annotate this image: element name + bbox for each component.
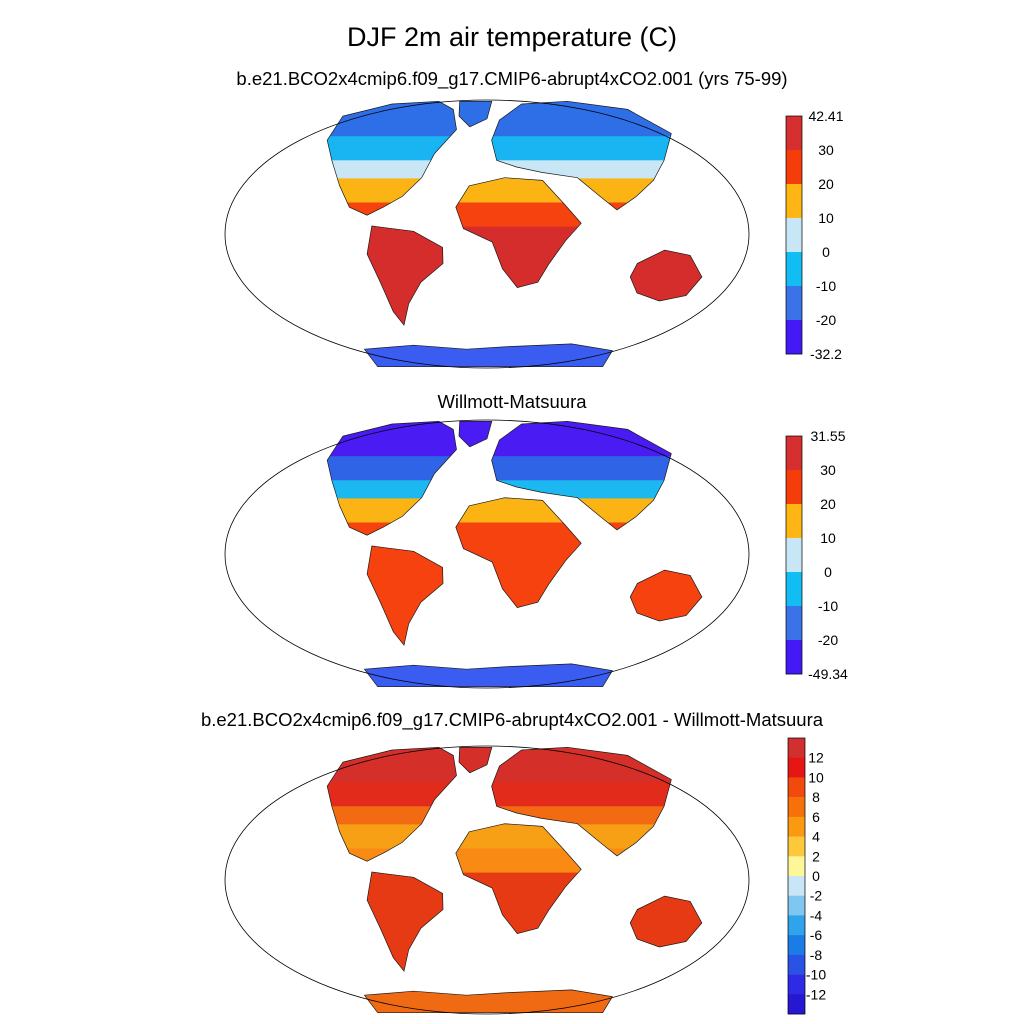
- colorbar-tick-label: -20: [816, 312, 836, 328]
- colorbar-tick-label: 30: [818, 142, 834, 158]
- map-panel-3: [224, 745, 750, 1015]
- colorbar-swatch: [788, 856, 805, 877]
- colorbar-tick-label: 8: [812, 789, 820, 805]
- colorbar-tick-label: -49.34: [808, 666, 848, 682]
- land-fill-2: [327, 421, 702, 687]
- colorbar-swatch: [786, 116, 802, 151]
- colorbar-swatch: [788, 876, 805, 896]
- colorbar-swatch: [788, 915, 805, 936]
- coastline-africa: [455, 497, 582, 608]
- colorbar-tick-label: 20: [820, 496, 836, 512]
- colorbar-tick-label: -20: [818, 632, 838, 648]
- colorbar-swatch: [786, 320, 802, 355]
- colorbar-tick-label: -4: [810, 907, 823, 923]
- coastline-southAmerica: [366, 225, 444, 326]
- colorbar-swatch: [786, 572, 802, 607]
- colorbar-swatch: [788, 836, 805, 857]
- colorbar-swatch: [788, 954, 805, 975]
- colorbar-swatch: [786, 640, 802, 675]
- colorbar-swatch: [788, 994, 805, 1015]
- colorbar-swatch: [786, 252, 802, 287]
- colorbar-tick-label: -32.2: [810, 346, 842, 362]
- land-fill-1: [327, 101, 702, 367]
- colorbar-swatch: [786, 504, 802, 539]
- colorbar-tick-label: 12: [808, 750, 824, 766]
- coastline-greenland: [458, 420, 493, 448]
- panel-1-title: b.e21.BCO2x4cmip6.f09_g17.CMIP6-abrupt4x…: [236, 68, 788, 89]
- colorbar-swatch: [786, 606, 802, 641]
- colorbar-swatch: [788, 935, 805, 956]
- colorbar-swatch: [788, 895, 805, 916]
- colorbar-tick-label: -6: [810, 927, 823, 943]
- coastline-greenland: [458, 100, 493, 128]
- coastline-australia: [629, 895, 703, 948]
- coastline-euroAsia: [491, 746, 672, 857]
- map-border-2: [224, 419, 750, 689]
- colorbar-tick-label: 42.41: [808, 108, 843, 124]
- colorbar-tick-label: 0: [822, 244, 830, 260]
- panel-2-title: Willmott-Matsuura: [437, 391, 587, 412]
- coastline-euroAsia: [491, 420, 672, 531]
- colorbar-swatch: [788, 797, 805, 818]
- colorbar-tick-label: 10: [818, 210, 834, 226]
- coastline-northAmerica: [326, 420, 457, 536]
- coastline-greenland: [458, 746, 493, 774]
- colorbar-tick-label: 10: [820, 530, 836, 546]
- colorbar-swatch: [786, 436, 802, 471]
- colorbar-swatch: [788, 777, 805, 798]
- colorbar-tick-label: -8: [810, 947, 823, 963]
- coastline-northAmerica: [326, 100, 457, 216]
- map-panel-1: [224, 99, 750, 369]
- coastline-australia: [629, 249, 703, 302]
- colorbar-tick-label: 31.55: [810, 428, 845, 444]
- colorbar-tick-label: 4: [812, 829, 820, 845]
- colorbar-swatch: [786, 150, 802, 185]
- coastline-northAmerica: [326, 746, 457, 862]
- map-border-3: [224, 745, 750, 1015]
- coastline-euroAsia: [491, 100, 672, 211]
- colorbar-tick-label: -10: [818, 598, 838, 614]
- coastline-africa: [455, 177, 582, 288]
- colorbar-swatch: [788, 757, 805, 778]
- coastline-africa: [455, 823, 582, 934]
- colorbar-swatch: [788, 738, 805, 758]
- colorbar-tick-label: -10: [816, 278, 836, 294]
- colorbar-swatch: [788, 974, 805, 995]
- colorbar-2: 31.55 30 20 10 0 -10 -20 -49.34: [785, 428, 848, 682]
- colorbar-3: 12 10 8 6 4 2 0 -2 -4 -6 -8 -10 -12: [787, 737, 826, 1015]
- coastline-southAmerica: [366, 545, 444, 646]
- map-border-1: [224, 99, 750, 369]
- colorbar-swatch: [786, 470, 802, 505]
- colorbar-tick-label: 0: [824, 564, 832, 580]
- colorbar-tick-label: -12: [806, 986, 826, 1002]
- coastline-southAmerica: [366, 871, 444, 972]
- colorbar-swatch: [786, 184, 802, 219]
- land-fill-3: [327, 747, 702, 1013]
- colorbar-tick-label: 20: [818, 176, 834, 192]
- colorbar-tick-label: -10: [806, 967, 826, 983]
- coastline-australia: [629, 569, 703, 622]
- colorbar-swatch: [788, 816, 805, 837]
- colorbar-tick-label: 10: [808, 769, 824, 785]
- colorbar-swatch: [786, 286, 802, 321]
- colorbar-1: 42.41 30 20 10 0 -10 -20 -32.2: [785, 108, 844, 362]
- colorbar-swatch: [786, 538, 802, 573]
- colorbar-swatch: [786, 218, 802, 253]
- colorbar-tick-label: 2: [812, 848, 820, 864]
- colorbar-tick-label: -2: [810, 888, 823, 904]
- panel-3-title: b.e21.BCO2x4cmip6.f09_g17.CMIP6-abrupt4x…: [200, 709, 824, 730]
- figure-title: DJF 2m air temperature (C): [346, 22, 678, 52]
- map-panel-2: [224, 419, 750, 689]
- colorbar-tick-label: 0: [812, 868, 820, 884]
- colorbar-tick-label: 6: [812, 809, 820, 825]
- colorbar-tick-label: 30: [820, 462, 836, 478]
